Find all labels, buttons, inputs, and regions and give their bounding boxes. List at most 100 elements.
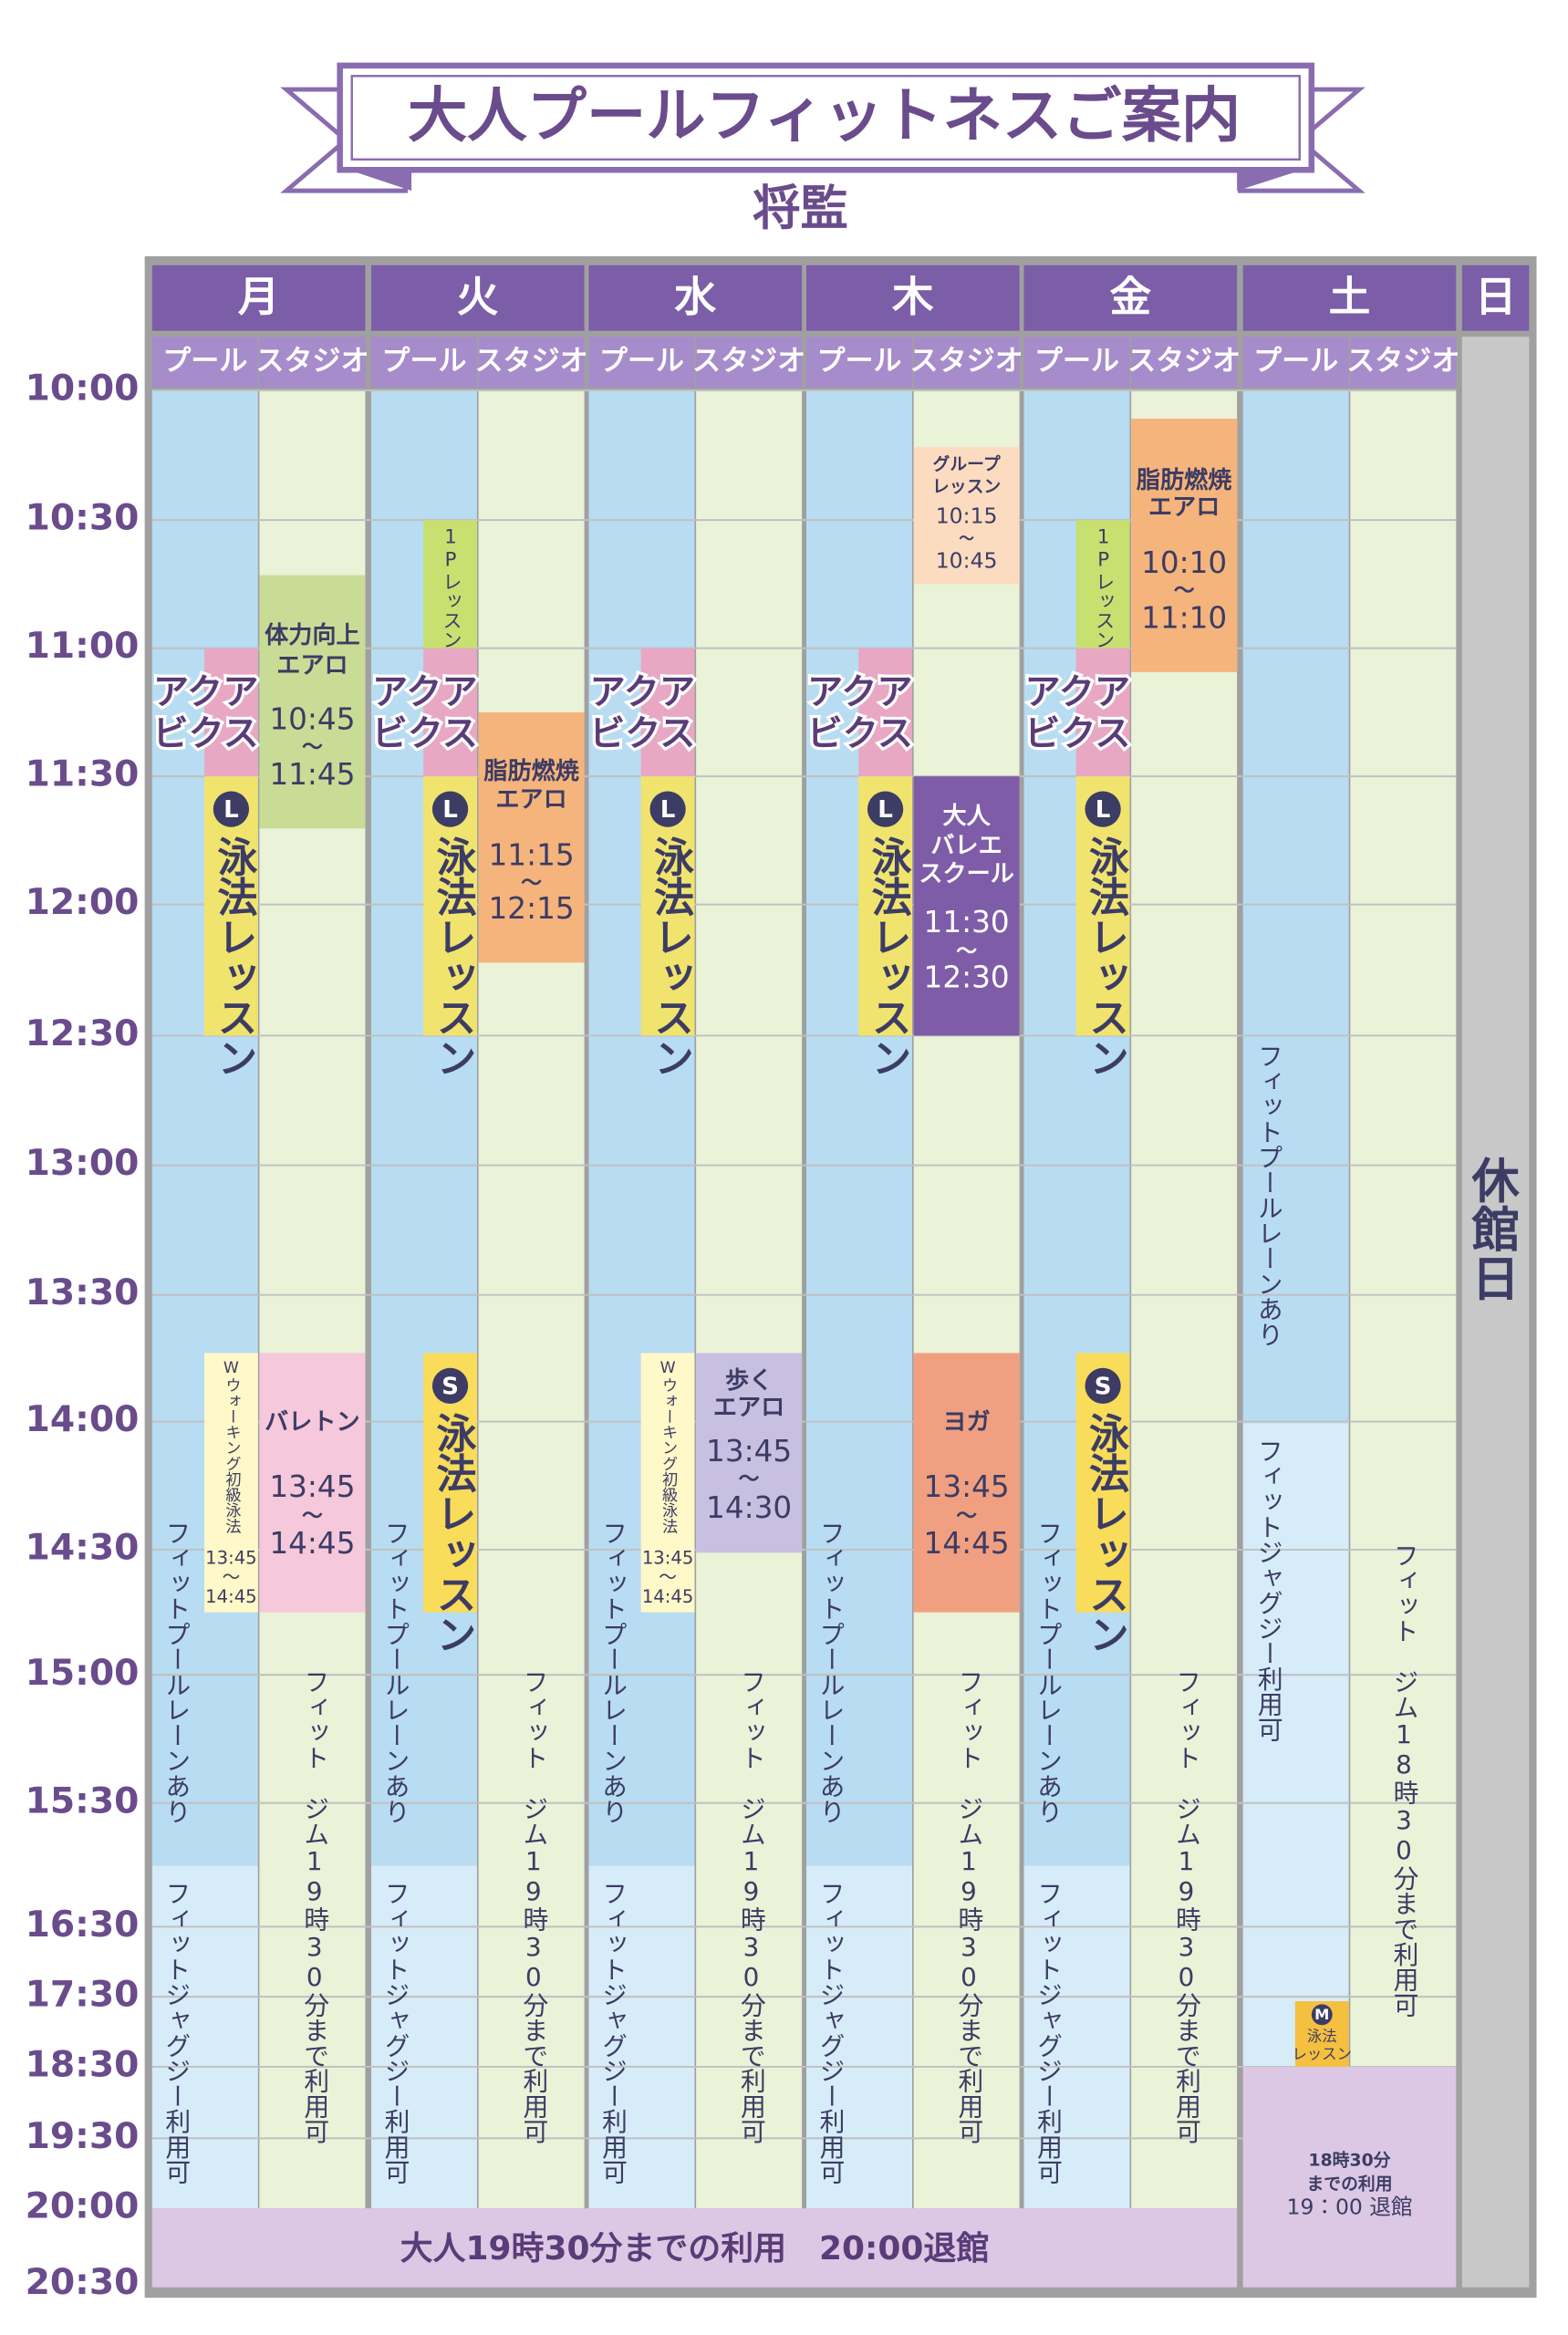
event-label: バレエ (930, 832, 1002, 859)
note: フィットジャグジー利用可 (379, 1881, 410, 2185)
event-block (1075, 520, 1130, 649)
event-time: 13:45 (269, 1469, 355, 1504)
title-banner: 大人プールフィットネスご案内 (280, 62, 1366, 193)
event-time: 11:30 (924, 905, 1010, 939)
column-header: プール (1253, 345, 1338, 378)
badge-label: S (1095, 1373, 1112, 1400)
event-block (640, 648, 695, 777)
day-header-bg (1461, 265, 1530, 331)
day-header-bg (151, 265, 366, 331)
event-label: 1Pレッスン (1092, 526, 1115, 649)
day-header-bg (1023, 265, 1238, 331)
event-time: 11:45 (269, 757, 355, 792)
event-time: 13:45 (924, 1469, 1010, 1504)
time-label: 18:30 (26, 2044, 140, 2085)
closed-bg (1461, 337, 1530, 2288)
badge-label: L (223, 796, 239, 824)
column-header-bg (588, 337, 695, 388)
event-time: 〜 (223, 1567, 241, 1588)
note: フィットプールレーンあり (1033, 1520, 1063, 1823)
day-header-bg (370, 265, 585, 331)
time-label: 11:30 (26, 754, 140, 795)
event-time: 〜 (959, 530, 974, 547)
time-label: 16:30 (26, 1904, 140, 1946)
event-time: 14:45 (642, 1586, 693, 1607)
event-time: 14:45 (924, 1526, 1010, 1561)
note: フィット ジム19時30分まで利用可 (299, 1669, 329, 2144)
note: フィットプールレーンあり (161, 1520, 191, 1823)
badge-label: L (1096, 796, 1111, 824)
event-label: エアロ (276, 652, 348, 680)
closed-label: 日 (1471, 1252, 1519, 1308)
column-header: プール (381, 345, 466, 378)
event-time: 10:15 (936, 503, 998, 528)
studio-bg (1350, 390, 1457, 2067)
badge (649, 791, 686, 827)
event-label: 泳法レッスン (647, 835, 694, 1077)
badge-label: M (1314, 2006, 1329, 2023)
column-header-bg (259, 337, 366, 388)
jacuzzi-bg (151, 1865, 258, 2209)
studio-bg (696, 390, 803, 2209)
day-header: 月 (238, 273, 280, 321)
event-block (1075, 648, 1130, 777)
column-header: プール (816, 345, 901, 378)
event-block (259, 575, 366, 829)
event-label: 泳法 (1307, 2028, 1337, 2045)
event-label: Wウォーキング初級泳法 (659, 1359, 678, 1534)
event-block (640, 1353, 695, 1613)
event-time: 14:45 (269, 1526, 355, 1561)
event-time: 〜 (302, 1505, 323, 1529)
event-label: アクア (153, 672, 259, 713)
event-label: ヨガ (943, 1409, 991, 1437)
time-label: 19:30 (26, 2116, 140, 2157)
event-time: 14:45 (205, 1586, 256, 1607)
event-time: 13:45 (205, 1547, 256, 1568)
event-time: 13:45 (706, 1434, 792, 1468)
day-header: 土 (1329, 273, 1371, 321)
jacuzzi-bg (1023, 1865, 1130, 2209)
column-header: スタジオ (910, 345, 1023, 378)
column-header: プール (1034, 345, 1119, 378)
column-header: スタジオ (1127, 345, 1241, 378)
column-header-bg (806, 337, 912, 388)
badge (213, 791, 250, 827)
event-time: 10:45 (936, 547, 998, 573)
event-time: 14:30 (706, 1490, 792, 1525)
badge (1311, 2004, 1333, 2026)
event-label: ビクス (807, 714, 913, 755)
event-label: エアロ (713, 1394, 784, 1421)
title-box (337, 62, 1315, 173)
day-header-bg (588, 265, 803, 331)
event-label: レッスン (932, 478, 1001, 497)
event-label: 大人 (943, 803, 992, 830)
time-label: 13:00 (26, 1143, 140, 1184)
badge (431, 791, 469, 827)
column-header-bg (1023, 337, 1130, 388)
event-block (423, 520, 477, 649)
note: フィットジャグジー利用可 (1253, 1438, 1283, 1742)
event-block (259, 1353, 366, 1613)
event-time: 10:10 (1141, 545, 1227, 580)
note: フィットプールレーンあり (379, 1520, 410, 1823)
event-label: 脂肪燃焼 (483, 758, 579, 785)
time-label: 12:30 (26, 1013, 140, 1054)
event-block (1131, 419, 1238, 672)
day-header: 火 (457, 273, 499, 321)
event-time: 〜 (302, 736, 323, 760)
event-block (913, 1353, 1020, 1613)
event-block (203, 648, 258, 777)
column-header: プール (162, 345, 247, 378)
event-block (858, 648, 912, 777)
column-header: スタジオ (1346, 345, 1459, 378)
pool-bg (1242, 390, 1349, 1424)
badge-label: L (660, 796, 676, 824)
event-label: Wウォーキング初級泳法 (222, 1359, 241, 1534)
event-label: エアロ (495, 786, 566, 814)
note: フィットジャグジー利用可 (597, 1881, 628, 2185)
subtitle: 将監 (753, 181, 848, 236)
jacuzzi-bg (370, 1865, 477, 2209)
time-label: 14:00 (26, 1399, 140, 1440)
time-label: 15:00 (26, 1653, 140, 1694)
